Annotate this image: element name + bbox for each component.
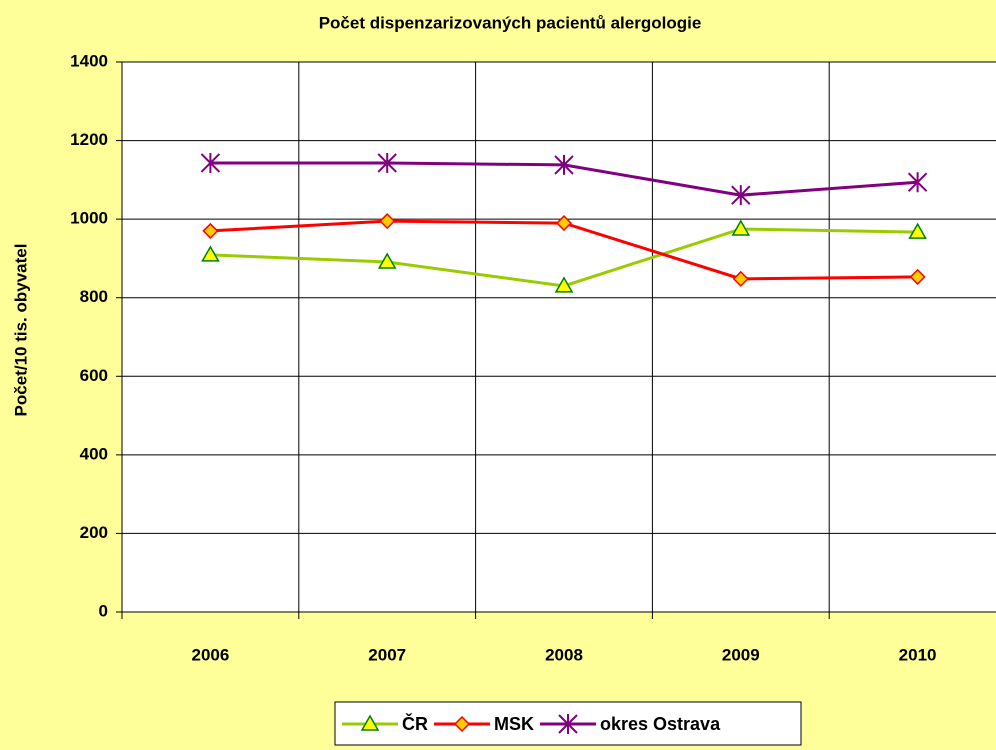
marker — [202, 222, 219, 239]
marker — [908, 222, 927, 239]
marker-shape — [202, 222, 219, 239]
marker — [377, 152, 397, 173]
marker-shape — [907, 172, 928, 193]
marker — [377, 252, 397, 269]
y-tick-label: 600 — [80, 366, 108, 385]
x-tick-label: 2010 — [899, 645, 937, 664]
marker — [558, 714, 578, 734]
marker-shape — [554, 154, 574, 175]
marker-shape — [200, 152, 221, 173]
y-tick-label: 0 — [99, 601, 108, 620]
marker — [453, 715, 471, 733]
y-axis-label: Počet/10 tis. obyvatel — [11, 244, 30, 417]
marker-shape — [558, 714, 578, 734]
marker-shape — [360, 714, 380, 731]
marker — [732, 270, 749, 287]
legend: ČR MSK okres Ostrava — [334, 701, 802, 746]
marker-shape — [909, 268, 926, 285]
legend-label: okres Ostrava — [600, 714, 721, 734]
y-tick-label: 400 — [80, 444, 108, 463]
marker-shape — [453, 715, 471, 733]
marker — [907, 172, 928, 193]
marker-shape — [731, 219, 751, 236]
y-tick-label: 1400 — [70, 51, 108, 70]
x-tick-label: 2009 — [722, 645, 760, 664]
legend-label: ČR — [402, 713, 428, 734]
y-tick-label: 800 — [80, 287, 108, 306]
marker-shape — [554, 276, 574, 293]
marker — [554, 154, 574, 175]
marker — [379, 213, 396, 230]
marker — [731, 219, 751, 236]
marker-shape — [377, 252, 397, 269]
marker-shape — [731, 185, 751, 206]
marker — [360, 714, 380, 731]
marker — [201, 245, 220, 262]
marker-shape — [732, 270, 749, 287]
marker — [909, 268, 926, 285]
y-tick-label: 1000 — [70, 209, 108, 228]
plot-area — [122, 62, 996, 612]
marker-shape — [555, 215, 573, 232]
marker — [555, 215, 573, 232]
chart-title: Počet dispenzarizovaných pacientů alergo… — [319, 13, 702, 32]
y-tick-label: 1200 — [70, 130, 108, 149]
x-tick-label: 2006 — [191, 645, 229, 664]
marker-shape — [379, 213, 396, 230]
marker — [554, 276, 574, 293]
legend-label: MSK — [494, 714, 534, 734]
x-tick-label: 2007 — [368, 645, 406, 664]
marker-shape — [201, 245, 220, 262]
marker — [200, 152, 221, 173]
marker-shape — [377, 152, 397, 173]
y-tick-label: 200 — [80, 523, 108, 542]
marker — [731, 185, 751, 206]
x-tick-label: 2008 — [545, 645, 583, 664]
marker-shape — [908, 222, 927, 239]
